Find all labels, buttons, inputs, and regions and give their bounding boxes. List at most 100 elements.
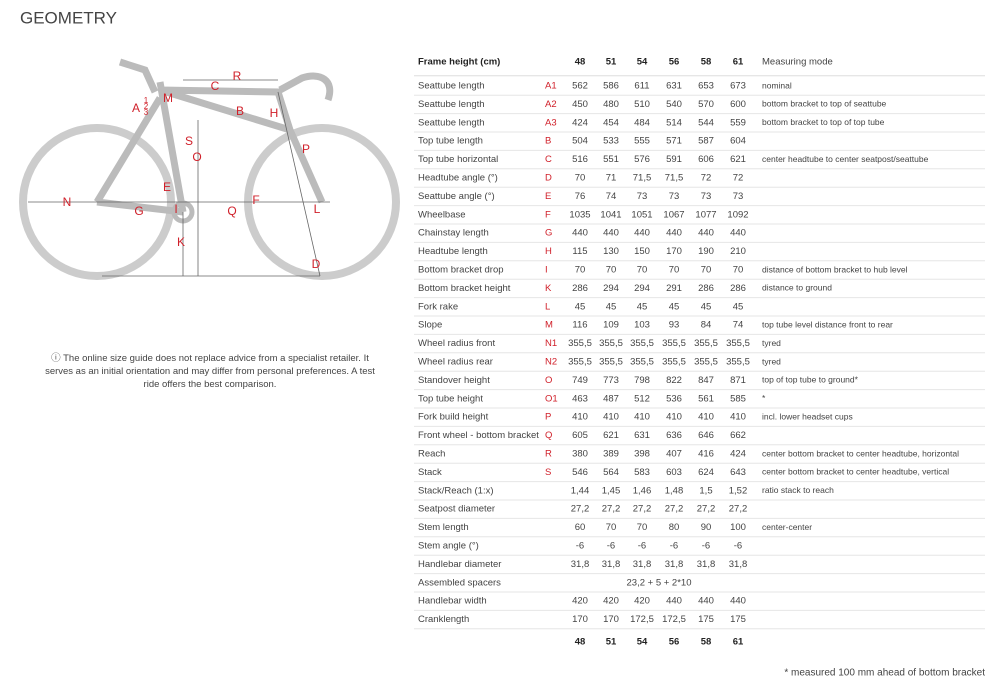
row-name: Stem angle (°) <box>418 541 479 552</box>
row-value: 355,5 <box>694 357 718 368</box>
row-name: Standover height <box>418 375 490 386</box>
label: G <box>134 204 143 218</box>
header-size: 61 <box>733 57 744 68</box>
row-value: 90 <box>701 522 712 533</box>
header-label: Frame height (cm) <box>418 57 500 68</box>
row-value: 1,45 <box>602 485 621 496</box>
row-value: 130 <box>603 246 619 257</box>
row-value: 546 <box>572 467 588 478</box>
row-value: 355,5 <box>599 357 623 368</box>
label: C <box>211 79 220 93</box>
row-value: 150 <box>634 246 650 257</box>
row-value: 380 <box>572 449 588 460</box>
header-size: 56 <box>669 57 680 68</box>
row-value: 410 <box>603 412 619 423</box>
row-name: Bottom bracket drop <box>418 265 504 276</box>
row-value: 31,8 <box>729 559 748 570</box>
row-code: M <box>545 320 553 331</box>
row-value: 170 <box>603 614 619 625</box>
footer-size: 56 <box>669 637 680 648</box>
row-name: Cranklength <box>418 614 469 625</box>
row-value: 600 <box>730 99 746 110</box>
row-value: 1,46 <box>633 485 652 496</box>
row-value: 454 <box>603 117 619 128</box>
row-value: 631 <box>666 81 682 92</box>
row-value: 70 <box>606 265 617 276</box>
row-value: 74 <box>606 191 617 202</box>
row-value: 291 <box>666 283 682 294</box>
row-value: 636 <box>666 430 682 441</box>
row-value: 70 <box>669 265 680 276</box>
row-value: -6 <box>576 541 584 552</box>
row-value: 115 <box>572 246 587 257</box>
row-mode: tyred <box>762 356 781 366</box>
row-mode: top of top tube to ground* <box>762 375 859 385</box>
row-value: 294 <box>634 283 650 294</box>
row-value: 1041 <box>600 209 621 220</box>
row-mode: center bottom bracket to center headtube… <box>762 467 949 477</box>
row-value: 440 <box>666 596 682 607</box>
footer-size: 58 <box>701 637 712 648</box>
row-value: 355,5 <box>568 357 592 368</box>
row-code: O <box>545 375 552 386</box>
row-value: 570 <box>698 99 714 110</box>
row-value: 27,2 <box>571 504 590 515</box>
row-name: Top tube height <box>418 393 483 404</box>
row-name: Reach <box>418 449 445 460</box>
row-value: 504 <box>572 136 588 147</box>
row-code: A1 <box>545 81 557 92</box>
row-value: 70 <box>575 265 586 276</box>
row-value: 510 <box>634 99 650 110</box>
row-value: 175 <box>698 614 714 625</box>
row-code: R <box>545 449 552 460</box>
row-value: 355,5 <box>726 357 750 368</box>
row-value: 355,5 <box>568 338 592 349</box>
row-value: 70 <box>606 522 617 533</box>
row-code: K <box>545 283 552 294</box>
row-value: 172,5 <box>662 614 686 625</box>
row-value: 45 <box>701 301 712 312</box>
row-value: 355,5 <box>630 357 654 368</box>
row-code: L <box>545 301 550 312</box>
row-value: 1,5 <box>699 485 712 496</box>
info-icon: ⓘ <box>51 353 64 364</box>
row-code: N1 <box>545 338 557 349</box>
row-value: 847 <box>698 375 714 386</box>
row-name: Fork build height <box>418 412 489 423</box>
row-value: 624 <box>698 467 714 478</box>
row-value: -6 <box>702 541 710 552</box>
row-value: 70 <box>733 265 744 276</box>
row-value: 591 <box>666 154 682 165</box>
row-value: 355,5 <box>630 338 654 349</box>
row-name: Seatpost diameter <box>418 504 495 515</box>
row-value: 576 <box>634 154 650 165</box>
row-name: Headtube length <box>418 246 488 257</box>
row-value: 31,8 <box>602 559 621 570</box>
row-value: 410 <box>634 412 650 423</box>
row-value: 555 <box>634 136 650 147</box>
header-mode: Measuring mode <box>762 57 833 68</box>
row-value: 76 <box>575 191 586 202</box>
row-value: -6 <box>670 541 678 552</box>
bike-diagram <box>19 58 400 280</box>
row-value: 27,2 <box>697 504 716 515</box>
row-value: 103 <box>634 320 650 331</box>
row-value: 70 <box>575 173 586 184</box>
row-code: H <box>545 246 552 257</box>
label: I <box>174 202 177 216</box>
row-value: 73 <box>637 191 648 202</box>
row-code: S <box>545 467 551 478</box>
row-value: 410 <box>730 412 746 423</box>
note: ⓘ The online size guide does not replace… <box>40 352 380 391</box>
label: O <box>192 150 201 164</box>
row-value: 71,5 <box>633 173 652 184</box>
row-value: 487 <box>603 393 619 404</box>
row-code: A2 <box>545 99 557 110</box>
row-name: Seattube length <box>418 81 485 92</box>
row-mode: bottom bracket to top of seattube <box>762 99 887 109</box>
row-value: 45 <box>606 301 617 312</box>
label: H <box>270 106 279 120</box>
label: B <box>236 104 244 118</box>
row-value: 653 <box>698 81 714 92</box>
